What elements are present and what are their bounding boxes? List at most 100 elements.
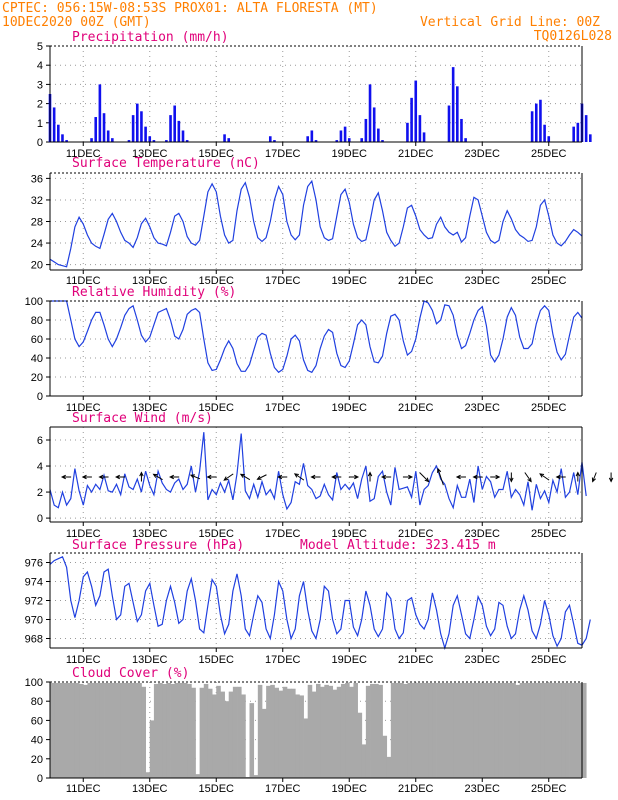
temperature-ytick-label: 32 <box>31 195 43 207</box>
cloud-cover-ytick-label: 60 <box>31 715 43 727</box>
precipitation-bar <box>410 97 413 142</box>
precipitation-bar <box>584 115 588 142</box>
wind-arrow-head <box>115 474 120 480</box>
cloud-cover-bar <box>291 688 296 778</box>
cloud-cover-bar <box>104 682 109 778</box>
cloud-cover-bar <box>74 682 80 778</box>
cloud-cover-bar <box>83 684 88 778</box>
cloud-cover-bar <box>365 685 371 778</box>
temperature-title: Surface Temperature (nC) <box>72 156 260 171</box>
cloud-cover-bar <box>128 682 134 778</box>
cloud-cover-bar <box>261 708 267 778</box>
cloud-cover-bar <box>311 691 317 778</box>
pressure-annotation: Model Altitude: 323.415 m <box>300 538 496 553</box>
precipitation-bar <box>372 107 376 142</box>
precipitation-bar <box>377 128 380 142</box>
cloud-cover-ytick-label: 40 <box>31 735 43 747</box>
cloud-cover-bar <box>237 686 242 778</box>
cloud-cover-bar <box>62 682 68 778</box>
wind-arrow-head <box>223 476 229 481</box>
wind-arrow-head <box>293 473 299 478</box>
cloud-cover-bar <box>440 682 446 778</box>
header-run-date: 10DEC2020 00Z (GMT) <box>2 15 151 30</box>
cloud-cover-xtick-label: 11DEC <box>66 783 101 795</box>
precipitation-bar <box>223 134 226 142</box>
wind-arrow-head <box>354 474 360 480</box>
precipitation-bar <box>368 84 372 142</box>
humidity-ytick-label: 20 <box>31 372 43 384</box>
cloud-cover-bar <box>382 735 388 778</box>
cloud-cover-bar <box>527 682 533 778</box>
wind-arrow-head <box>472 474 478 480</box>
wind-arrow-head <box>539 473 545 478</box>
cloud-cover-bar <box>577 682 583 778</box>
precipitation-bar <box>347 138 351 142</box>
cloud-cover-bar <box>170 683 176 778</box>
precipitation-xtick-label: 11DEC <box>66 148 101 160</box>
cloud-cover-xtick-label: 19DEC <box>332 783 368 795</box>
cloud-cover-bar <box>428 682 433 778</box>
cloud-cover-xtick-label: 13DEC <box>132 783 168 795</box>
pressure-line <box>49 555 591 651</box>
wind-arrow-head <box>555 474 561 480</box>
pressure-ytick-label: 968 <box>25 634 43 646</box>
precipitation-ytick-label: 4 <box>37 60 43 72</box>
temperature-xtick-label: 13DEC <box>132 275 168 287</box>
precipitation-bar <box>460 118 463 142</box>
wind-ytick-label: 4 <box>37 461 43 473</box>
cloud-cover-bar <box>394 682 400 778</box>
cloud-cover-bar <box>544 682 550 778</box>
precipitation-bar <box>335 140 339 142</box>
temperature-xtick-label: 15DEC <box>199 275 235 287</box>
pressure-panel: Surface Pressure (hPa) Model Altitude: 32… <box>25 538 591 666</box>
wind-arrow-head <box>277 474 283 480</box>
pressure-xtick-label: 23DEC <box>465 654 501 666</box>
cloud-cover-bar <box>158 682 163 778</box>
cloud-cover-bar <box>191 687 196 778</box>
wind-arrow-head <box>408 474 414 480</box>
precipitation-bar <box>381 140 384 142</box>
temperature-xtick-label: 23DEC <box>465 275 501 287</box>
cloud-cover-bar <box>482 682 487 778</box>
wind-arrow-head <box>239 473 245 478</box>
cloud-cover-bar <box>340 683 346 778</box>
precipitation-xtick-label: 15DEC <box>199 148 235 160</box>
precipitation-bar <box>306 136 309 142</box>
cloud-cover-bar <box>207 688 213 778</box>
precipitation-ytick-label: 2 <box>37 99 43 111</box>
cloud-cover-bar <box>212 694 217 778</box>
precipitation-bar <box>177 120 181 142</box>
cloud-cover-bar <box>407 682 412 778</box>
wind-arrow-head <box>367 471 373 477</box>
cloud-cover-bar <box>320 686 325 778</box>
temperature-ytick-label: 20 <box>31 260 43 272</box>
precipitation-ytick-label: 3 <box>37 79 43 91</box>
temperature-xtick-label: 11DEC <box>66 275 101 287</box>
precipitation-bar <box>422 132 426 142</box>
cloud-cover-bar <box>548 682 554 778</box>
wind-arrow-head <box>455 474 461 480</box>
cloud-cover-bar <box>345 682 350 778</box>
cloud-cover-bar <box>582 682 587 778</box>
precipitation-bar <box>57 124 60 142</box>
wind-arrow-head <box>256 475 262 480</box>
pressure-xtick-label: 15DEC <box>199 654 235 666</box>
cloud-cover-bar <box>153 683 159 778</box>
precipitation-bar <box>169 115 172 142</box>
precipitation-bar <box>165 140 168 142</box>
cloud-cover-bar <box>449 682 454 778</box>
cloud-cover-bar <box>557 682 562 778</box>
wind-arrow-head <box>189 474 195 479</box>
cloud-cover-bar <box>257 684 263 778</box>
cloud-cover-bar <box>174 682 180 778</box>
cloud-cover-xtick-label: 15DEC <box>199 783 235 795</box>
precipitation-bar <box>343 126 347 142</box>
precipitation-xtick-label: 25DEC <box>531 148 567 160</box>
cloud-cover-bar <box>486 682 491 778</box>
header-model-id: TQ0126L028 <box>534 29 612 44</box>
precipitation-bar <box>451 67 455 142</box>
wind-arrow-head <box>139 471 144 477</box>
cloud-cover-bar <box>349 686 354 778</box>
cloud-cover-bar <box>473 682 479 778</box>
cloud-cover-panel: Cloud Cover (%) 0 20 40 60 80 100 11DEC 13DEC 15D… <box>25 666 587 795</box>
